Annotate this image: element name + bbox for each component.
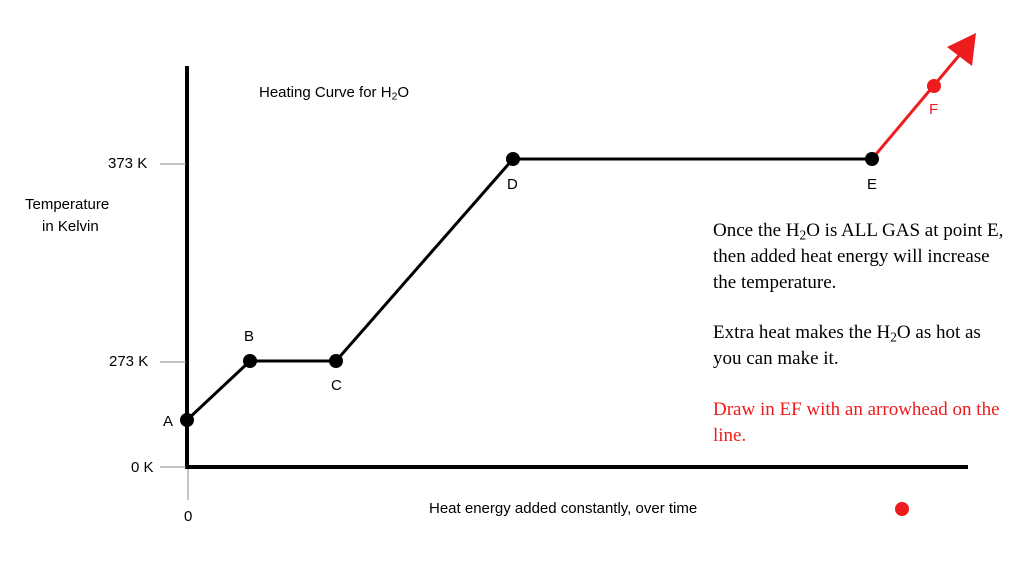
point-a	[180, 413, 194, 427]
y-axis-label-line1: Temperature	[25, 196, 110, 213]
tick-label-373: 373 K	[108, 155, 148, 172]
segment-ef	[870, 51, 964, 160]
point-e	[865, 152, 879, 166]
note-all-gas: Once the H2O is ALL GAS at point E, then…	[713, 220, 1004, 293]
tick-label-0: 0 K	[131, 459, 154, 476]
tick-label-273: 273 K	[109, 353, 149, 370]
point-b	[243, 354, 257, 368]
point-f	[927, 79, 941, 93]
y-axis-label-line2: in Kelvin	[42, 218, 99, 235]
note-draw-instruction: Draw in EF with an arrowhead on the line…	[713, 399, 1000, 446]
red-marker-dot	[895, 502, 909, 516]
point-label-a: A	[163, 413, 174, 430]
point-label-f: F	[929, 101, 939, 118]
segment-cd	[334, 158, 515, 362]
note-extra-heat: Extra heat makes the H2O as hot as you c…	[713, 322, 981, 369]
point-c	[329, 354, 343, 368]
ef-arrowhead	[947, 33, 976, 66]
x-axis-label: Heat energy added constantly, over time	[429, 500, 698, 517]
curve-layer	[180, 33, 976, 516]
point-label-d: D	[507, 176, 518, 193]
point-label-e: E	[867, 176, 878, 193]
segment-ab	[185, 359, 252, 422]
chart-title: Heating Curve for H2O	[259, 84, 410, 103]
x-origin-label: 0	[184, 508, 193, 525]
point-d	[506, 152, 520, 166]
point-label-b: B	[244, 328, 255, 345]
point-label-c: C	[331, 377, 342, 394]
